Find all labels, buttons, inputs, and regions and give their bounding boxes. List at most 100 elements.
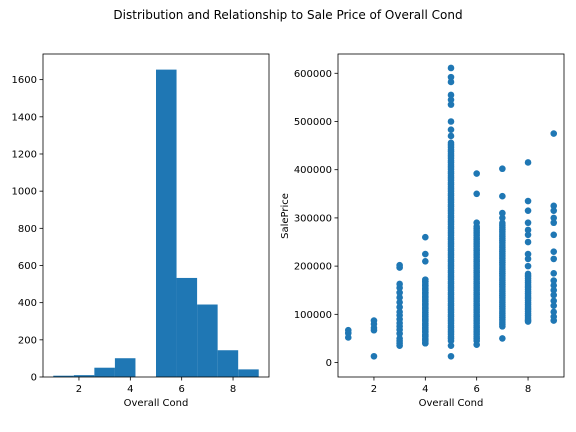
scatter-point	[524, 318, 532, 325]
x-tick-label: 4	[127, 384, 133, 395]
scatter-point	[396, 289, 403, 296]
scatter-point	[473, 219, 480, 227]
scatter-point	[396, 298, 403, 306]
scatter-panel: 0 100000 200000 300000 400000 500000 600000 2 4…	[280, 53, 565, 409]
histogram-bar	[114, 358, 136, 377]
y-tick-label: 1400	[12, 112, 37, 123]
scatter-point	[524, 207, 532, 214]
y-tick-label: 0	[326, 358, 332, 369]
y-tick-label: 200	[18, 335, 37, 346]
scatter-point	[550, 231, 558, 239]
scatter-point	[524, 238, 532, 246]
scatter-point	[344, 326, 352, 334]
scatter-point	[370, 317, 378, 324]
histogram-bar	[217, 350, 239, 377]
scatter-point	[447, 91, 455, 99]
x-tick-label: 8	[230, 384, 236, 395]
scatter-point	[447, 73, 455, 81]
scatter-y-ticks: 0 100000 200000 300000 400000 500000 600000	[294, 69, 338, 369]
y-tick-label: 400000	[294, 165, 332, 176]
scatter-point	[447, 101, 455, 108]
scatter-point	[422, 276, 429, 283]
scatter-point	[447, 126, 455, 133]
scatter-point	[550, 219, 558, 227]
figure-title: Distribution and Relationship to Sale Pr…	[113, 8, 462, 22]
scatter-point	[499, 165, 506, 173]
scatter-point	[422, 233, 429, 241]
scatter-point	[447, 64, 455, 72]
scatter-point	[447, 78, 455, 86]
histogram-bar	[238, 369, 259, 377]
scatter-point	[550, 286, 558, 294]
scatter-x-axis-label: Overall Cond	[419, 398, 484, 409]
y-tick-label: 1000	[12, 187, 37, 198]
scatter-point	[524, 231, 532, 239]
scatter-point	[499, 214, 506, 222]
x-tick-label: 2	[76, 384, 82, 395]
scatter-point	[524, 197, 532, 205]
scatter-point	[447, 96, 455, 104]
scatter-y-axis-label: SalePrice	[280, 193, 291, 239]
scatter-point	[396, 261, 403, 269]
histogram-frame	[42, 53, 270, 378]
x-tick-label: 4	[422, 384, 428, 395]
scatter-point	[550, 130, 558, 137]
scatter-point	[550, 308, 558, 316]
scatter-point	[499, 192, 506, 200]
x-tick-label: 6	[178, 384, 184, 395]
scatter-point	[550, 270, 558, 277]
scatter-point	[524, 219, 532, 227]
histogram-x-ticks: 2 4 6 8	[76, 377, 236, 395]
scatter-point	[370, 352, 378, 360]
y-tick-label: 0	[31, 373, 37, 384]
scatter-point	[422, 257, 429, 265]
scatter-point	[550, 248, 558, 255]
y-tick-label: 800	[18, 224, 37, 235]
histogram-bar	[197, 304, 218, 377]
y-tick-label: 1200	[12, 149, 37, 160]
y-tick-label: 600000	[294, 69, 332, 80]
scatter-point	[499, 209, 506, 217]
scatter-point	[550, 202, 558, 210]
scatter-point	[473, 341, 480, 349]
x-tick-label: 8	[525, 384, 531, 395]
scatter-point	[550, 214, 558, 222]
scatter-point	[396, 280, 403, 288]
scatter-point	[447, 118, 455, 125]
histogram-bar	[53, 375, 74, 377]
scatter-point	[550, 255, 558, 263]
scatter-point	[550, 207, 558, 214]
scatter-point	[396, 335, 403, 342]
scatter-frame	[337, 53, 565, 378]
scatter-point	[550, 277, 558, 284]
scatter-point	[499, 219, 506, 227]
scatter-point	[524, 250, 532, 258]
scatter-point	[524, 255, 532, 263]
histogram-x-axis-label: Overall Cond	[124, 398, 189, 409]
x-tick-label: 2	[371, 384, 377, 395]
scatter-point	[499, 335, 506, 342]
x-tick-label: 6	[473, 384, 479, 395]
scatter-point	[396, 308, 403, 316]
histogram-bar	[176, 277, 198, 377]
scatter-point	[550, 302, 558, 309]
histogram-bar	[73, 375, 95, 377]
scatter-point	[447, 342, 455, 349]
scatter-point	[473, 170, 480, 177]
scatter-point	[473, 190, 480, 198]
histogram-panel: 0 200 400 600 800 1000 1200 1400 1600 2 4 6 8 Overa…	[12, 53, 270, 409]
scatter-point	[550, 282, 558, 289]
y-tick-label: 200000	[294, 262, 332, 273]
y-tick-label: 100000	[294, 310, 332, 321]
scatter-point	[524, 262, 532, 270]
scatter-point	[447, 132, 455, 140]
scatter-point	[550, 291, 558, 299]
scatter-point	[524, 159, 532, 166]
scatter-point	[524, 226, 532, 234]
scatter-point	[550, 313, 558, 321]
y-tick-label: 1600	[12, 75, 37, 86]
scatter-point	[447, 139, 455, 147]
scatter-x-ticks: 2 4 6 8	[371, 377, 531, 395]
histogram-y-ticks: 0 200 400 600 800 1000 1200 1400 1600	[12, 75, 43, 384]
